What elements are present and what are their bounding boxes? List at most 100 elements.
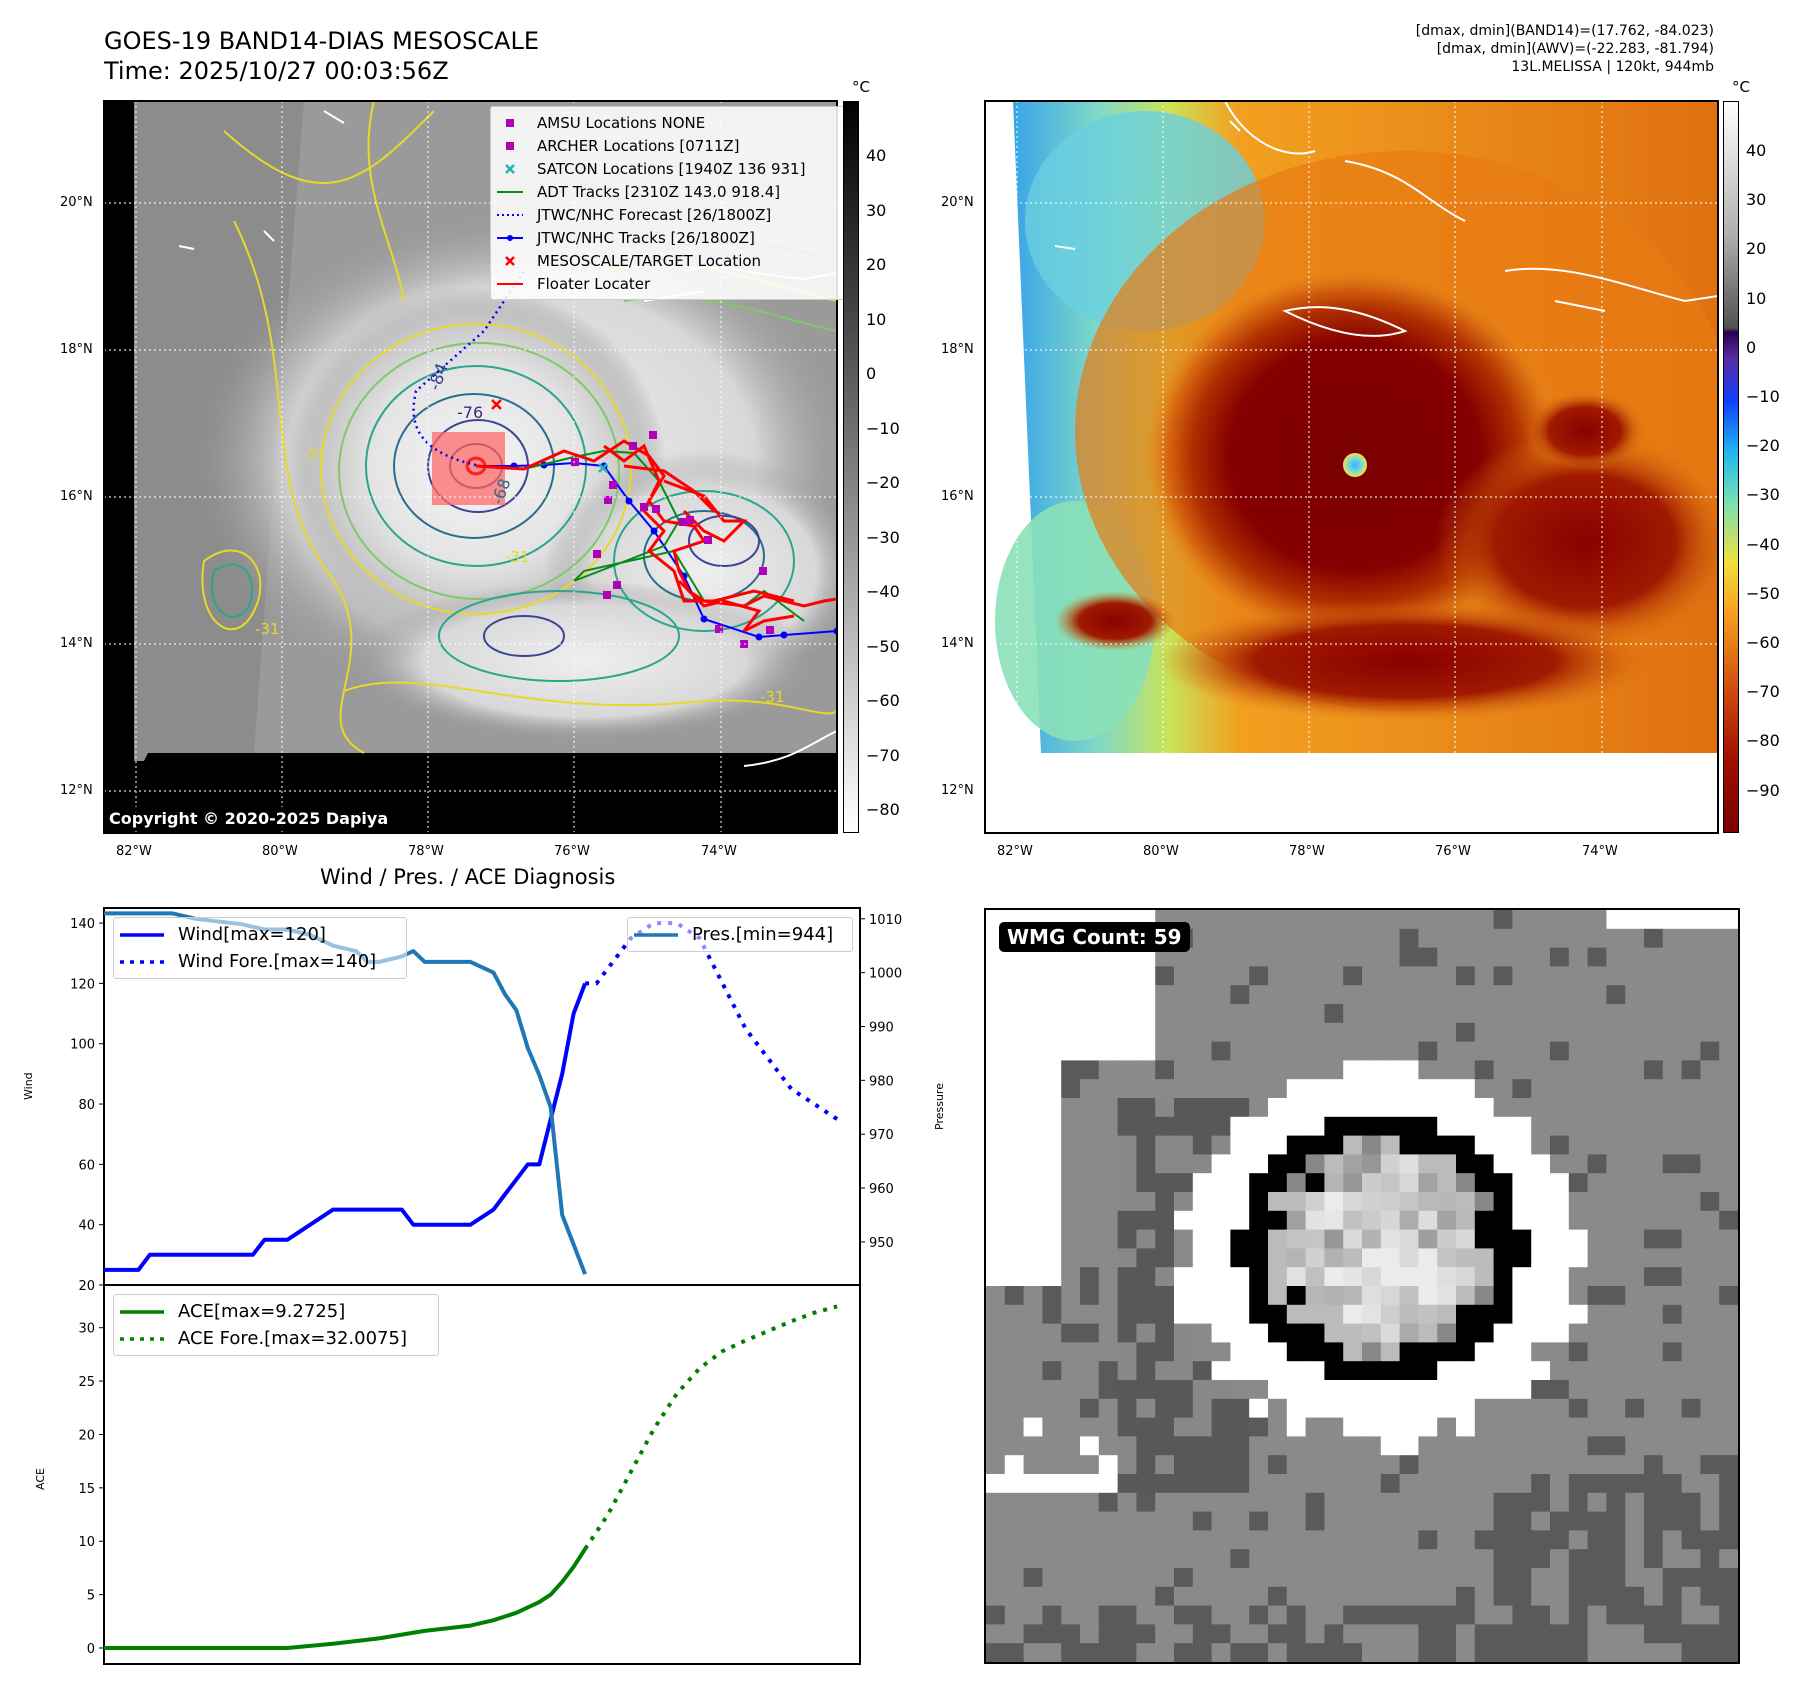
- right-colorbar-tick-label: −10: [1746, 387, 1780, 406]
- legend-row-satcon: SATCON Locations [1940Z 136 931]: [497, 157, 838, 180]
- pressure-tick-label: 950: [869, 1236, 894, 1251]
- info-storm: 13L.MELISSA | 120kt, 944mb: [1511, 59, 1714, 75]
- lon-label: 78°W: [408, 844, 444, 859]
- dotted-line-icon: [497, 212, 523, 218]
- right-colorbar-tick-label: −20: [1746, 436, 1780, 456]
- wind-tick-label: 80: [78, 1098, 95, 1113]
- right-colorbar-tick-label: 20: [1746, 239, 1767, 259]
- line-marker-icon: [634, 932, 678, 938]
- left-colorbar-tick-label: 20: [866, 255, 887, 274]
- lon-label: 78°W: [1289, 844, 1325, 859]
- wmg-count-badge: WMG Count: 59: [999, 922, 1190, 952]
- lat-label: 16°N: [941, 489, 974, 504]
- line-dot-marker-icon: [497, 234, 523, 242]
- legend-label-satcon: SATCON Locations [1940Z 136 931]: [537, 159, 806, 178]
- legend-row-ace: ACE[max=9.2725]: [120, 1298, 432, 1325]
- wind-pres-series-line-0: [104, 982, 587, 1272]
- ace-tick-label: 15: [78, 1482, 95, 1497]
- left-colorbar: [843, 101, 859, 833]
- right-colorbar-tick-label: 10: [1746, 288, 1767, 308]
- pressure-tick-label: 960: [869, 1182, 894, 1197]
- ace-chart-frame: [103, 1284, 861, 1665]
- lon-label: 80°W: [262, 844, 298, 859]
- contour-label-76: -76: [457, 403, 484, 422]
- left-colorbar-tick-label: 30: [866, 200, 887, 220]
- pressure-tick-label: 990: [869, 1020, 894, 1035]
- wind-tick-label: 20: [78, 1279, 95, 1294]
- right-colorbar-tick-label: −30: [1746, 485, 1780, 505]
- legend-row-adt: ADT Tracks [2310Z 143.0 918.4]: [497, 180, 838, 203]
- right-colorbar: [1723, 101, 1739, 833]
- right-colorbar-tick-label: −40: [1746, 534, 1780, 554]
- x-marker-icon: [497, 255, 523, 267]
- chart-timestamp: Time: 2025/10/27 00:03:56Z: [104, 57, 449, 85]
- line-marker-icon: [497, 281, 523, 287]
- wind-tick-label: 120: [70, 977, 95, 992]
- contour-label-31d: -31: [760, 688, 785, 706]
- wind-tick-label: 40: [78, 1219, 95, 1234]
- lat-label: 18°N: [941, 342, 974, 357]
- lat-label: 14°N: [941, 636, 974, 651]
- right-colorbar-tick-label: −60: [1746, 633, 1780, 652]
- legend-row-wind: Wind[max=120]: [120, 921, 400, 948]
- lon-label: 76°W: [1435, 844, 1471, 859]
- right-colorbar-tick-label: −50: [1746, 583, 1780, 603]
- right-colorbar-tick-label: −70: [1746, 682, 1780, 702]
- left-colorbar-tick-label: −10: [866, 418, 900, 438]
- lat-label: 16°N: [60, 489, 93, 504]
- info-awv-range: [dmax, dmin](AWV)=(-22.283, -81.794): [1436, 41, 1714, 57]
- right-map-image: [985, 101, 1718, 833]
- copyright-text: Copyright © 2020-2025 Dapiya: [105, 807, 393, 830]
- legend-row-wind-forecast: Wind Fore.[max=140]: [120, 948, 400, 975]
- legend-label-ace-forecast: ACE Fore.[max=32.0075]: [178, 1328, 407, 1349]
- legend-row-pressure: Pres.[min=944]: [634, 921, 846, 948]
- legend-label-target: MESOSCALE/TARGET Location: [537, 251, 762, 270]
- lon-label: 82°W: [116, 844, 152, 859]
- legend-row-forecast: JTWC/NHC Forecast [26/1800Z]: [497, 203, 838, 226]
- right-colorbar-tick-label: −80: [1746, 731, 1780, 751]
- legend-row-tracks: JTWC/NHC Tracks [26/1800Z]: [497, 226, 838, 249]
- wind-legend: Wind[max=120] Wind Fore.[max=140]: [113, 917, 407, 979]
- left-colorbar-tick-label: 0: [866, 364, 877, 383]
- lon-label: 76°W: [554, 844, 590, 859]
- left-colorbar-tick-label: −20: [866, 473, 900, 492]
- ace-tick-label: 20: [78, 1428, 95, 1443]
- lat-label: 20°N: [60, 195, 93, 210]
- left-colorbar-tick-label: −50: [866, 636, 900, 656]
- ace-tick-label: 10: [78, 1535, 95, 1550]
- left-map-image: [104, 101, 837, 833]
- legend-label-amsu: AMSU Locations NONE: [537, 113, 706, 132]
- diagnosis-title: Wind / Pres. / ACE Diagnosis: [320, 865, 616, 889]
- lon-label: 82°W: [997, 844, 1033, 859]
- right-colorbar-unit: °C: [1732, 78, 1750, 96]
- contour-label-31a: -31: [302, 445, 327, 463]
- legend-label-forecast: JTWC/NHC Forecast [26/1800Z]: [537, 205, 772, 224]
- left-colorbar-tick-label: −30: [866, 527, 900, 547]
- ace-tick-label: 30: [78, 1322, 95, 1337]
- ace-axis-label: ACE: [34, 1468, 47, 1490]
- legend-label-archer: ARCHER Locations [0711Z]: [537, 136, 740, 155]
- legend-row-target: MESOSCALE/TARGET Location: [497, 249, 838, 272]
- left-colorbar-tick-label: −60: [866, 691, 900, 710]
- left-colorbar-tick-label: −80: [866, 800, 900, 819]
- right-map-frame: [984, 100, 1719, 834]
- left-colorbar-tick-label: 40: [866, 146, 887, 165]
- wind-tick-label: 100: [70, 1038, 95, 1053]
- legend-label-adt: ADT Tracks [2310Z 143.0 918.4]: [537, 182, 781, 201]
- lon-label: 74°W: [1582, 844, 1618, 859]
- ace-series-line-0: [104, 1547, 587, 1650]
- legend-row-ace-forecast: ACE Fore.[max=32.0075]: [120, 1325, 432, 1352]
- line-marker-icon: [120, 1309, 164, 1315]
- pressure-tick-label: 970: [869, 1128, 894, 1143]
- lat-label: 12°N: [60, 783, 93, 798]
- left-colorbar-tick-label: −70: [866, 745, 900, 765]
- legend-label-floater: Floater Locater: [537, 274, 651, 293]
- left-colorbar-unit: °C: [852, 78, 870, 96]
- square-marker-icon: [497, 141, 523, 150]
- legend-label-tracks: JTWC/NHC Tracks [26/1800Z]: [537, 228, 755, 247]
- ace-tick-label: 0: [87, 1642, 95, 1657]
- square-marker-icon: [497, 118, 523, 127]
- left-map-frame: [103, 100, 838, 834]
- lon-label: 74°W: [701, 844, 737, 859]
